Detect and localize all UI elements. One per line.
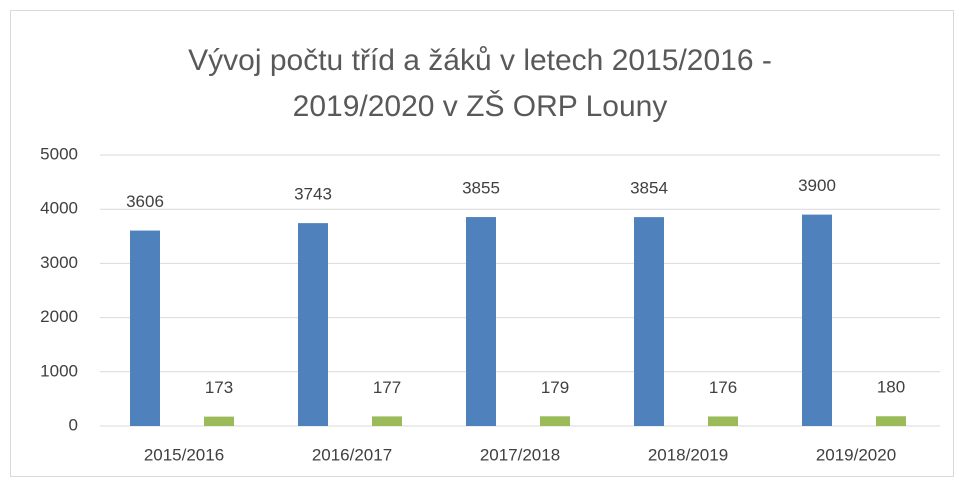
data-label: 3900 <box>798 176 836 195</box>
bar <box>708 416 738 426</box>
y-tick-label: 0 <box>69 415 78 434</box>
bar <box>204 416 234 426</box>
chart-frame <box>10 10 954 477</box>
x-tick-label: 2015/2016 <box>144 445 224 464</box>
bar <box>372 416 402 426</box>
bar <box>802 214 832 426</box>
x-tick-label: 2017/2018 <box>480 445 560 464</box>
data-label: 3854 <box>630 179 668 198</box>
data-label: 179 <box>541 378 569 397</box>
data-label: 3855 <box>462 179 500 198</box>
data-label: 173 <box>205 378 233 397</box>
y-tick-label: 2000 <box>40 307 78 326</box>
bar <box>130 230 160 426</box>
x-tick-label: 2016/2017 <box>312 445 392 464</box>
bar <box>876 416 906 426</box>
x-tick-label: 2019/2020 <box>816 445 896 464</box>
chart-title: Vývoj počtu tříd a žáků v letech 2015/20… <box>188 44 772 123</box>
data-label: 176 <box>709 378 737 397</box>
x-tick-label: 2018/2019 <box>648 445 728 464</box>
bar <box>466 217 496 426</box>
y-tick-label: 1000 <box>40 361 78 380</box>
data-label: 177 <box>373 378 401 397</box>
bar <box>298 223 328 426</box>
bar <box>634 217 664 426</box>
data-label: 180 <box>877 378 905 397</box>
bar <box>540 416 570 426</box>
data-label: 3606 <box>126 192 164 211</box>
data-label: 3743 <box>294 185 332 204</box>
y-tick-label: 4000 <box>40 199 78 218</box>
y-tick-label: 3000 <box>40 253 78 272</box>
y-tick-label: 5000 <box>40 144 78 163</box>
